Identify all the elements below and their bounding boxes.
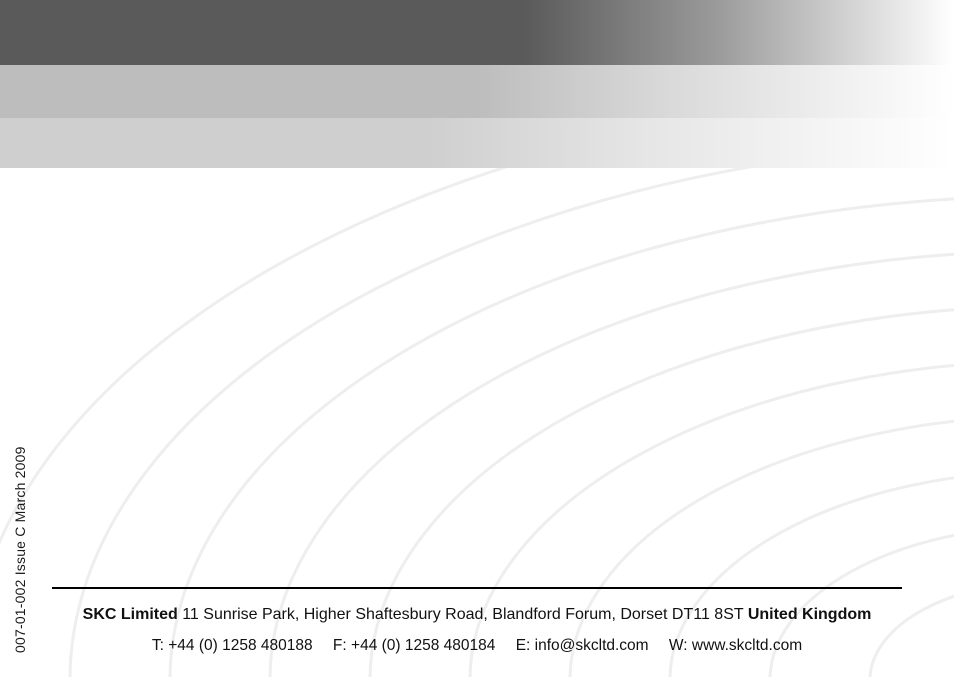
website: W: www.skcltd.com xyxy=(669,637,802,654)
header-band-light xyxy=(0,118,954,168)
tel-value: +44 (0) 1258 480188 xyxy=(168,637,312,654)
page: 007-01-002 Issue C March 2009 SKC Limite… xyxy=(0,0,954,677)
company-name: SKC Limited xyxy=(83,606,178,623)
footer-rule xyxy=(52,587,902,589)
telephone: T: +44 (0) 1258 480188 xyxy=(152,637,313,654)
footer: SKC Limited 11 Sunrise Park, Higher Shaf… xyxy=(52,587,902,655)
header-band-mid xyxy=(0,65,954,118)
fax-label: F: xyxy=(333,637,347,654)
web-label: W: xyxy=(669,637,688,654)
email-label: E: xyxy=(516,637,531,654)
document-code: 007-01-002 Issue C March 2009 xyxy=(12,446,28,653)
header-band-dark xyxy=(0,0,954,65)
fax-value: +44 (0) 1258 480184 xyxy=(351,637,495,654)
company-country: United Kingdom xyxy=(748,606,872,623)
web-value: www.skcltd.com xyxy=(692,637,802,654)
footer-contact-line: T: +44 (0) 1258 480188 F: +44 (0) 1258 4… xyxy=(52,637,902,655)
email-value: info@skcltd.com xyxy=(535,637,649,654)
company-address: 11 Sunrise Park, Higher Shaftesbury Road… xyxy=(178,606,748,623)
fax: F: +44 (0) 1258 480184 xyxy=(333,637,495,654)
footer-address-line: SKC Limited 11 Sunrise Park, Higher Shaf… xyxy=(52,603,902,627)
email: E: info@skcltd.com xyxy=(516,637,649,654)
tel-label: T: xyxy=(152,637,164,654)
